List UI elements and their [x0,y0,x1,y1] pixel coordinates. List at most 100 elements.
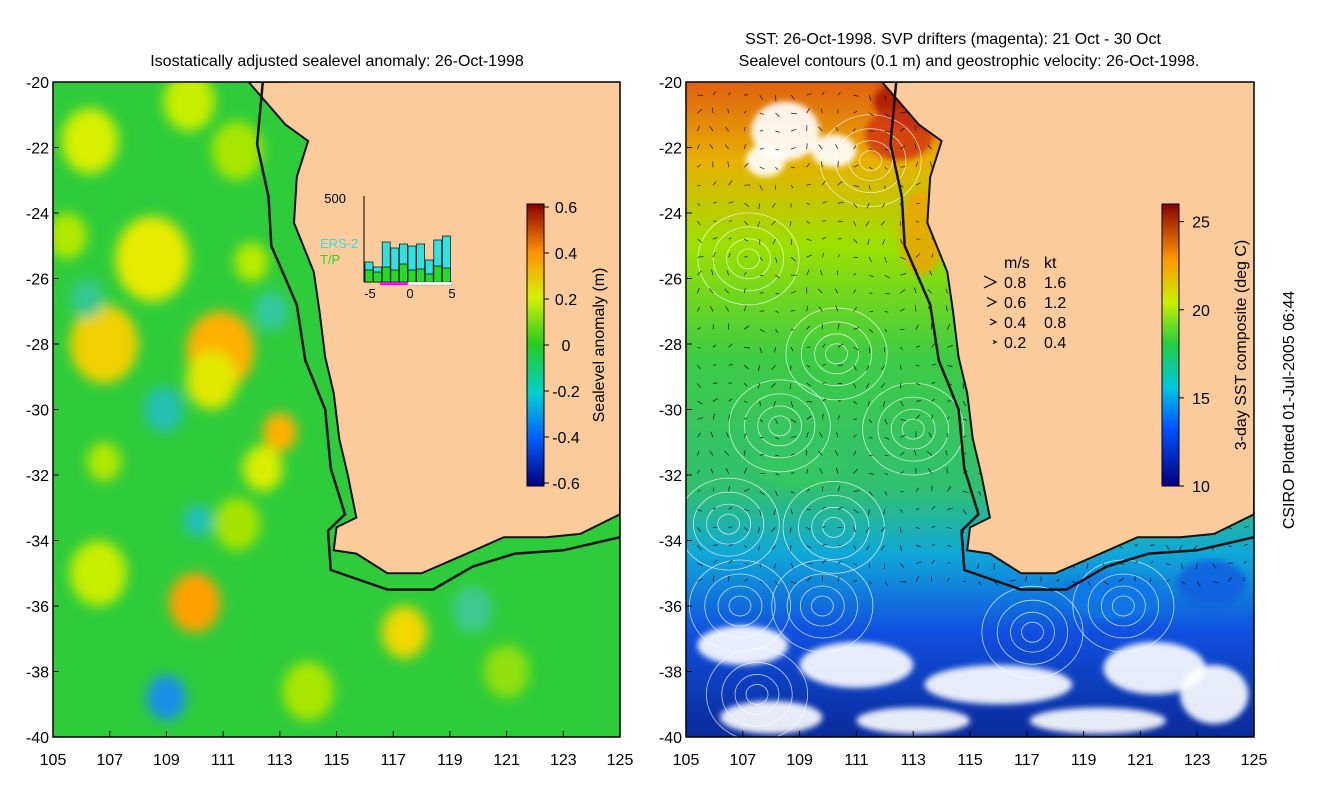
velocity-arrow [822,363,826,366]
contour-line [848,140,893,182]
velocity-arrow [791,112,798,115]
velocity-arrow [853,469,858,474]
velocity-arrow [697,109,703,114]
velocity-arrow [744,417,748,420]
velocity-arrow [836,270,839,276]
velocity-arrow [947,545,952,547]
velocity-arrow [775,581,778,586]
velocity-key-kt: 0.4 [1044,335,1066,352]
velocity-arrow [775,130,781,133]
velocity-arrow [1165,563,1171,566]
velocity-arrow [915,527,920,529]
velocity-arrow [806,202,810,205]
shelf-contour-left [255,82,620,591]
contour-line [859,150,882,172]
velocity-arrow [884,329,888,333]
sla-blob [163,82,215,132]
velocity-arrow [866,365,870,371]
velocity-arrow [697,327,701,330]
velocity-arrow [821,413,824,420]
x-tick-label: 121 [1127,752,1154,769]
velocity-arrow [819,468,823,474]
velocity-arrow [806,383,811,387]
velocity-arrow [724,450,729,456]
velocity-arrow [775,292,780,295]
velocity-arrow [947,416,950,420]
velocity-arrow [868,185,871,191]
velocity-arrow [853,221,857,227]
y-tick-label: -20 [659,75,682,92]
x-tick-label: 105 [40,752,67,769]
velocity-arrow [817,288,823,294]
velocity-arrow [900,418,907,422]
velocity-arrow [880,383,886,388]
velocity-arrow [914,305,917,312]
inset-bar-tp [433,265,443,283]
contour-line [771,559,874,653]
contour-line [1021,621,1044,643]
velocity-arrow [744,488,750,492]
velocity-arrow [775,310,779,313]
velocity-arrow [773,401,776,407]
sla-blob [262,412,297,453]
velocity-arrow [743,449,746,456]
velocity-arrow [931,382,936,384]
velocity-arrow [865,221,870,227]
velocity-arrow [884,581,889,586]
velocity-arrow [1087,581,1091,587]
x-tick-label: 107 [96,752,123,769]
velocity-key-ms: 0.8 [1004,275,1026,292]
colorbar-tick-label: 0.2 [555,292,577,309]
velocity-arrow [1244,543,1248,546]
velocity-arrow [712,364,717,366]
velocity-arrow [710,431,714,438]
velocity-arrow [728,398,733,402]
velocity-arrow [817,450,823,456]
velocity-arrow [884,112,890,118]
contour-line [745,684,769,705]
velocity-arrow [772,202,776,208]
velocity-arrow [710,468,714,474]
x-tick-label: 119 [437,752,463,769]
velocity-arrow [759,491,765,496]
sst-patch [1177,560,1246,606]
velocity-arrow [697,256,704,258]
velocity-arrow [697,489,701,492]
velocity-arrow [790,94,795,100]
velocity-arrow [806,183,811,186]
y-tick-label: -36 [26,599,49,616]
left-map-panel: Isostatically adjusted sealevel anomaly:… [52,53,621,738]
velocity-arrow [931,559,935,564]
land-mass-right [880,82,1254,575]
velocity-arrow [725,468,729,474]
velocity-arrow [774,563,776,569]
velocity-arrow [835,144,839,150]
y-tick-label: -38 [26,665,49,682]
sst-patch [1029,707,1166,734]
contour-line [717,585,763,627]
velocity-arrow [759,419,763,422]
velocity-arrow [915,345,921,348]
velocity-arrow [712,413,716,420]
velocity-arrow [709,306,714,312]
velocity-arrow [853,509,859,514]
velocity-arrow [697,383,701,388]
velocity-key-kt: 1.2 [1044,295,1066,312]
y-tick-label: -32 [659,468,682,485]
x-tick-label: 123 [550,752,577,769]
velocity-arrow [1178,545,1182,552]
velocity-arrow [884,436,890,440]
velocity-arrow [962,418,967,421]
velocity-arrow [882,203,886,208]
velocity-arrow [790,185,794,188]
inset-bar-tp [381,266,391,283]
velocity-arrow [771,365,776,370]
velocity-arrow [775,274,780,279]
velocity-arrow [1072,581,1077,584]
y-tick-label: -40 [26,730,49,747]
contour-line [890,408,936,450]
velocity-arrow [790,147,796,150]
contour-line [862,382,965,476]
velocity-arrow [759,581,763,584]
velocity-arrow [962,435,966,438]
